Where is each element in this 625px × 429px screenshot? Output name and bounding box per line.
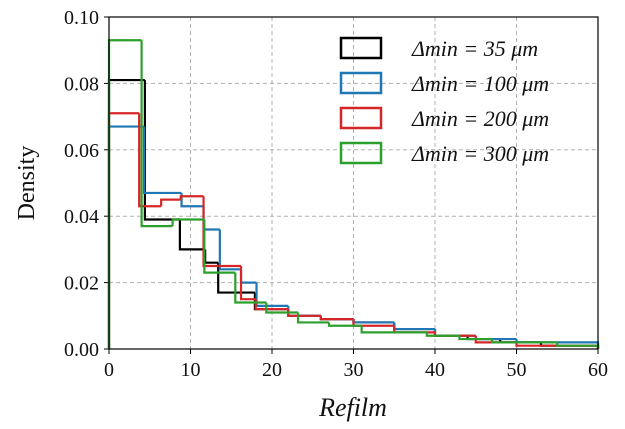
histogram-step	[107, 39, 142, 349]
histogram-step	[296, 312, 330, 324]
histogram-step	[425, 332, 460, 337]
histogram-step	[327, 322, 362, 327]
y-axis-label: Density	[14, 146, 40, 221]
histogram-step	[138, 113, 162, 208]
histogram-step	[140, 40, 173, 228]
histogram-step	[319, 315, 354, 321]
histogram-step	[107, 112, 140, 349]
y-tick-label: 0.00	[64, 339, 99, 361]
y-tick-label: 0.08	[64, 73, 99, 95]
x-tick-label: 30	[344, 359, 364, 381]
y-tick-label: 0.10	[64, 7, 99, 29]
histogram-step	[265, 302, 299, 314]
histogram-step	[287, 309, 321, 317]
histogram-step	[179, 195, 204, 200]
histogram-step	[458, 335, 493, 341]
histogram-step	[239, 266, 256, 301]
legend-label: Δmin = 35 μm	[411, 36, 538, 61]
histogram-step	[160, 198, 181, 207]
histogram-step	[490, 339, 525, 344]
histogram-step	[171, 218, 205, 227]
histogram-step	[204, 249, 219, 264]
y-tick-label: 0.04	[64, 206, 99, 228]
y-tick-label: 0.06	[64, 140, 99, 162]
x-tick-label: 60	[588, 359, 608, 381]
histogram-step	[239, 269, 257, 284]
histogram-step	[234, 272, 267, 304]
histogram-step	[142, 126, 182, 195]
legend-swatch	[339, 71, 383, 95]
x-tick-label: 0	[104, 359, 114, 381]
histogram-step	[218, 229, 242, 271]
x-axis-label: Refilm	[318, 393, 387, 422]
histogram-step	[202, 206, 220, 231]
legend-swatch	[339, 36, 383, 60]
histogram-step	[178, 219, 206, 251]
histogram-step	[180, 192, 204, 208]
legend-label: Δmin = 300 μm	[411, 141, 549, 166]
legend-label: Δmin = 100 μm	[411, 71, 549, 96]
histogram-step	[352, 319, 395, 324]
legend-swatch	[339, 106, 383, 130]
y-tick-label: 0.02	[64, 273, 99, 295]
x-tick-label: 10	[181, 359, 201, 381]
legend-swatch	[339, 141, 383, 165]
legend-label: Δmin = 200 μm	[411, 106, 549, 131]
histogram-step	[203, 219, 236, 274]
histogram-step	[393, 322, 435, 331]
plot-frame	[108, 16, 599, 350]
histogram-step	[360, 325, 395, 334]
histogram-step	[287, 305, 321, 317]
histogram-step	[217, 262, 255, 294]
x-tick-label: 40	[425, 359, 445, 381]
x-tick-label: 20	[262, 359, 282, 381]
x-tick-label: 50	[507, 359, 527, 381]
